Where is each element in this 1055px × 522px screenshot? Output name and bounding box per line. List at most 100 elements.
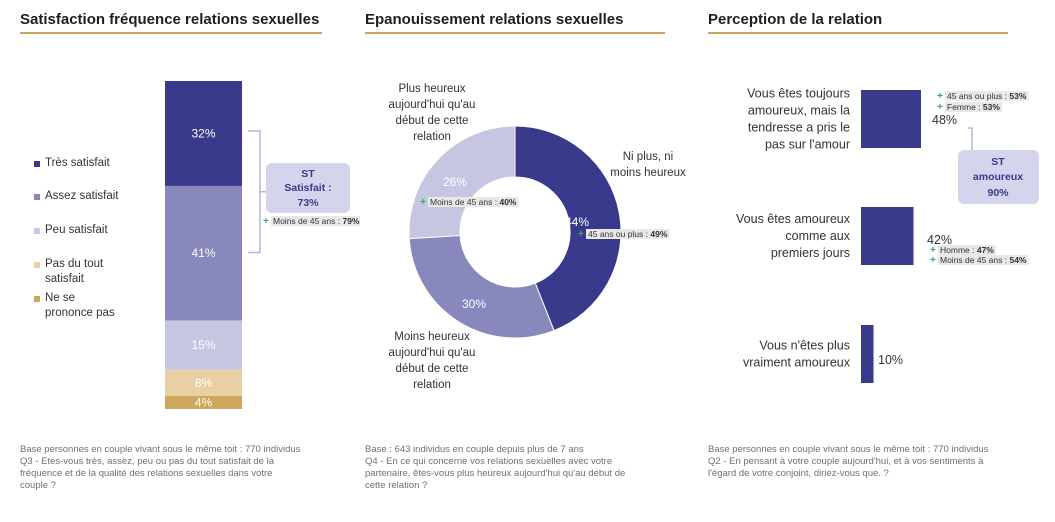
legend-swatch: [34, 262, 40, 268]
footnote-line: Q3 - Etes-vous très, assez, peu ou pas d…: [20, 456, 274, 467]
panel1-footnote: Base personnes en couple vivant sous le …: [20, 444, 340, 492]
footnote-line: fréquence et de la qualité des relations…: [20, 468, 273, 479]
bar-category-line: Vous n'êtes plus: [759, 339, 850, 353]
svg-text:+: +: [930, 245, 936, 256]
bar-value-label: 41%: [191, 246, 215, 260]
footnote-line: l'égard de votre conjoint, diriez-vous q…: [708, 468, 889, 479]
bar-category-line: pas sur l'amour: [765, 138, 850, 152]
legend-label: Ne se prononce pas: [45, 292, 115, 319]
donut-value-label: 26%: [443, 175, 467, 189]
legend-label: Assez satisfait: [45, 190, 119, 202]
bar-category-label: Vous n'êtes plus vraiment amoureux: [743, 339, 851, 370]
donut-category-line: aujourd'hui qu'au: [389, 347, 476, 359]
svg-text:45 ans ou plus : 49%: 45 ans ou plus : 49%: [588, 229, 668, 239]
subtotal-line1: ST: [301, 168, 315, 180]
bar-category-line: tendresse a pris le: [748, 121, 850, 135]
bar-segment: [165, 185, 242, 321]
bar-category-label: Vous êtes toujours amoureux, mais la tendr…: [747, 87, 850, 152]
donut-value-label: 44%: [565, 215, 589, 229]
subgroup-note: 45 ans ou plus : 53% +: [937, 91, 1029, 102]
legend-item: Pas du tout satisfait: [34, 257, 154, 287]
bar-category-line: premiers jours: [771, 246, 850, 260]
legend-swatch: [34, 194, 40, 200]
svg-text:+: +: [930, 255, 936, 266]
bar: [861, 325, 874, 383]
legend-swatch: [34, 161, 40, 167]
svg-text:45 ans ou plus : 53%: 45 ans ou plus : 53%: [947, 91, 1027, 101]
subtotal-box: [958, 150, 1039, 204]
panel2-title: Epanouissement relations sexuelles: [365, 11, 624, 28]
bar-category-line: Vous êtes toujours: [747, 87, 850, 101]
bar: [861, 207, 914, 265]
panel3-title-rule: [708, 32, 1008, 34]
legend-label: Très satisfait: [45, 157, 110, 169]
subgroup-note: Femme : 53% +: [937, 102, 1002, 113]
legend-label: Peu satisfait: [45, 224, 108, 236]
donut-slice: [408, 234, 555, 339]
footnote-line: Base : 643 individus en couple depuis pl…: [365, 444, 584, 455]
bar-value-label: 15%: [191, 338, 215, 352]
subgroup-note: Homme : 47% +: [930, 245, 996, 256]
legend-item: Ne se prononce pas: [34, 291, 154, 321]
legend-item: Peu satisfait: [34, 223, 154, 238]
legend-item: Assez satisfait: [34, 189, 154, 204]
bar-segment: [165, 369, 242, 396]
footnote-line: partenaire, êtes-vous plus heureux aujou…: [365, 468, 626, 479]
horizontal-bar-chart: Vous êtes toujours amoureux, mais la tendr…: [736, 87, 1039, 383]
footnote-line: Base personnes en couple vivant sous le …: [708, 444, 989, 455]
legend-swatch: [34, 228, 40, 234]
bar-segment: [165, 320, 242, 370]
footnote-line: Q4 - En ce qui concerne vos relations se…: [365, 456, 613, 467]
donut-category-line: relation: [413, 379, 451, 391]
donut-category-label: Plus heureux aujourd'hui qu'au début de ce…: [389, 83, 476, 143]
panel3-title: Perception de la relation: [708, 11, 883, 28]
subgroup-note: Moins de 45 ans : 54% +: [930, 255, 1029, 266]
donut-category-line: Moins heureux: [394, 331, 470, 343]
bar-value-label: 42%: [927, 233, 952, 247]
svg-text:+: +: [420, 197, 426, 208]
svg-text:+: +: [578, 229, 584, 240]
panel2-title-rule: [365, 32, 665, 34]
donut-category-line: Plus heureux: [398, 83, 465, 95]
panel1-title: Satisfaction fréquence relations sexuell…: [20, 11, 320, 28]
svg-text:Homme : 47%: Homme : 47%: [940, 245, 994, 255]
donut-category-line: relation: [413, 131, 451, 143]
donut-value-label: 30%: [462, 297, 486, 311]
subgroup-note: Moins de 45 ans : 79% +: [263, 216, 360, 227]
bar-value-label: 48%: [932, 113, 957, 127]
donut-category-line: Ni plus, ni: [623, 151, 674, 163]
panel3-footnote: Base personnes en couple vivant sous le …: [708, 444, 1038, 480]
subtotal-line2: amoureux: [973, 171, 1023, 183]
footnote-line: Base personnes en couple vivant sous le …: [20, 444, 301, 455]
svg-text:+: +: [263, 216, 269, 227]
subtotal-line3: 73%: [297, 197, 319, 209]
subgroup-note: Moins de 45 ans : 40% +: [420, 197, 519, 208]
footnote-line: cette relation ?: [365, 480, 428, 491]
donut-category-line: moins heureux: [610, 167, 686, 179]
bar-value-label: 4%: [195, 395, 213, 409]
bar-category-line: amoureux, mais la: [748, 104, 850, 118]
donut-category-line: aujourd'hui qu'au: [389, 99, 476, 111]
svg-text:+: +: [937, 91, 943, 102]
subtotal-line1: ST: [991, 156, 1005, 168]
svg-text:Moins de 45 ans : 40%: Moins de 45 ans : 40%: [430, 197, 517, 207]
bar-value-label: 8%: [195, 376, 213, 390]
donut-category-line: début de cette: [396, 115, 469, 127]
bar-category-line: vraiment amoureux: [743, 356, 851, 370]
bar-value-label: 10%: [878, 353, 903, 367]
donut-slice: [514, 125, 622, 332]
svg-text:Moins de 45 ans : 54%: Moins de 45 ans : 54%: [940, 255, 1027, 265]
bar-segment: [165, 395, 242, 409]
subtotal-box: [266, 163, 350, 213]
panel1-title-rule: [20, 32, 322, 34]
subtotal-line2: Satisfait :: [284, 182, 331, 194]
subtotal-line3: 90%: [987, 187, 1009, 199]
svg-text:+: +: [937, 102, 943, 113]
bar-category-label: Vous êtes amoureux comme aux premiers jour…: [736, 212, 851, 260]
donut-chart: 44% 30% 26% Ni plus, ni moins heureux Moins h…: [389, 83, 686, 391]
bar-category-line: comme aux: [785, 229, 850, 243]
svg-text:Moins de 45 ans : 79%: Moins de 45 ans : 79%: [273, 216, 360, 226]
subgroup-note: 45 ans ou plus : 49% +: [578, 229, 670, 240]
subtotal-bracket: [248, 130, 261, 254]
bar-segment: [165, 81, 242, 186]
